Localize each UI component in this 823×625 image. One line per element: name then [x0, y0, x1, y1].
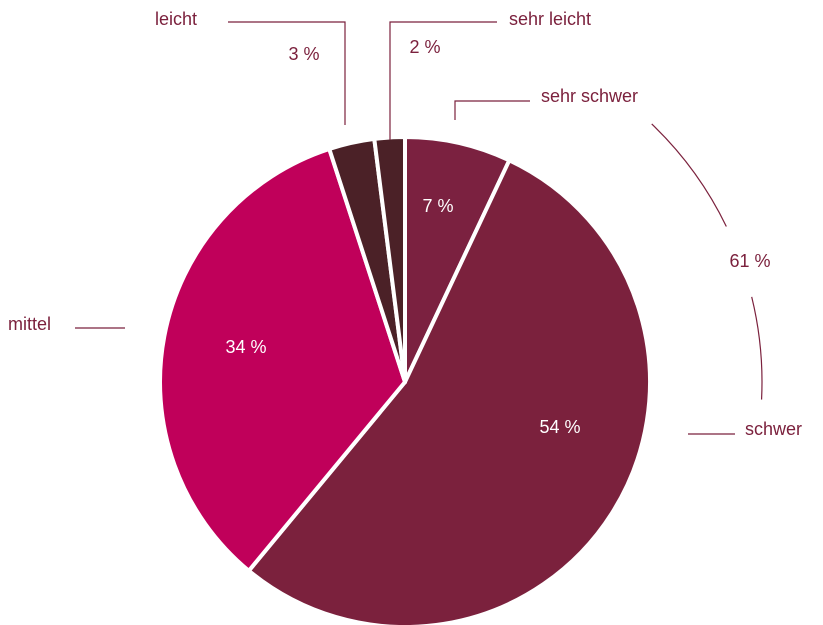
- leader-line: [389, 21, 497, 140]
- value-label: 7 %: [422, 196, 453, 216]
- pie-slice: [158, 146, 407, 573]
- value-label: 34 %: [225, 337, 266, 357]
- annotation-arc: [651, 123, 727, 227]
- annotation: 61 %: [729, 251, 770, 271]
- category-label: leicht: [155, 9, 197, 29]
- category-label: sehr leicht: [509, 9, 591, 29]
- leader-line: [454, 100, 530, 120]
- category-label: schwer: [745, 419, 802, 439]
- leader-line: [228, 21, 346, 125]
- value-label: 3 %: [288, 44, 319, 64]
- category-label: mittel: [8, 314, 51, 334]
- annotation-arc: [751, 296, 763, 400]
- category-label: sehr schwer: [541, 86, 638, 106]
- pie-slice: [246, 158, 652, 625]
- value-label: 54 %: [539, 417, 580, 437]
- value-label: 2 %: [409, 37, 440, 57]
- pie-slice: [403, 135, 512, 384]
